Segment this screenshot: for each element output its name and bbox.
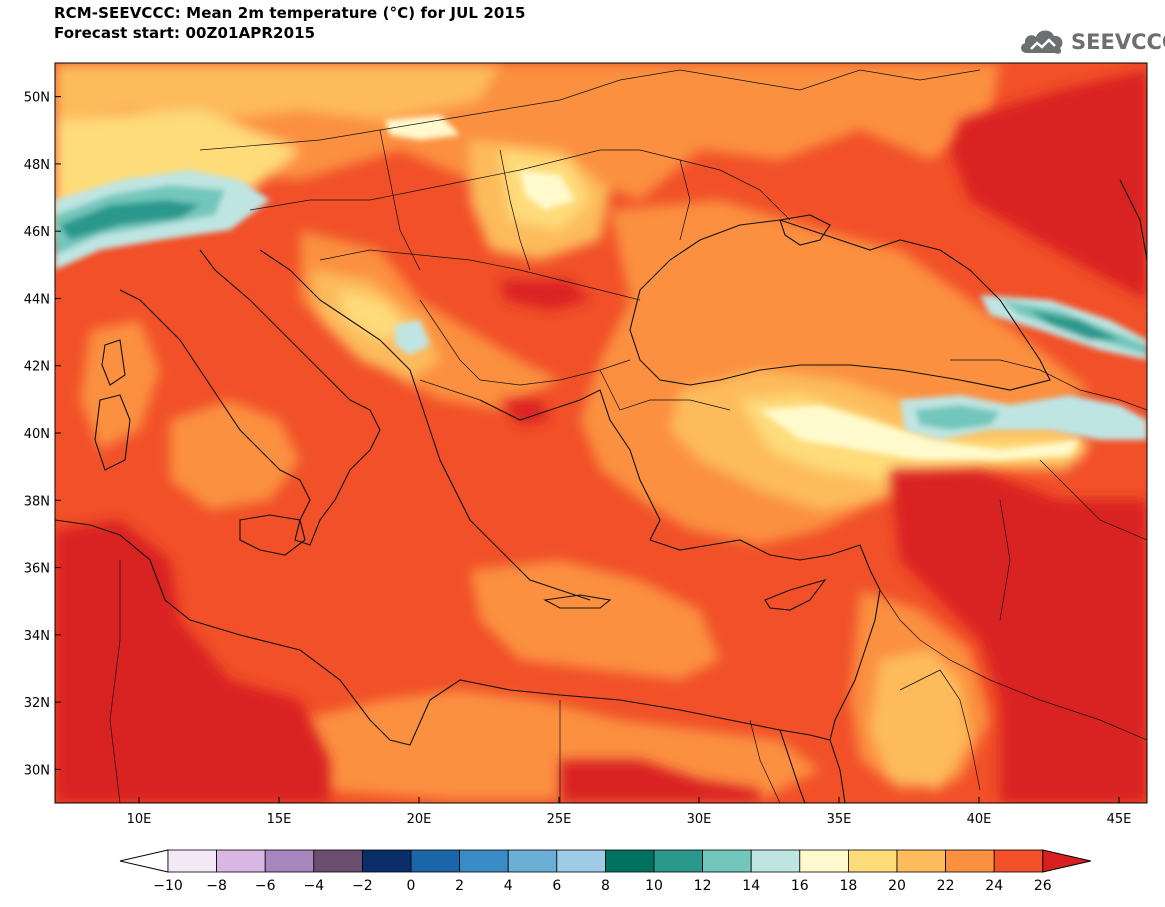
lat-tick-label: 48N (24, 158, 50, 173)
logo-text: SEEVCCC (1071, 30, 1165, 54)
colorbar-label: −4 (303, 878, 324, 894)
colorbar-label: 14 (742, 878, 760, 894)
colorbar-label: −10 (153, 878, 183, 894)
chart-title: RCM-SEEVCCC: Mean 2m temperature (°C) fo… (54, 4, 526, 22)
colorbar-label: 6 (552, 878, 561, 894)
colorbar-label: 10 (645, 878, 663, 894)
colorbar-bin (507, 849, 558, 873)
colorbar-bin (264, 849, 315, 873)
colorbar-bin (459, 849, 509, 873)
colorbar-bin (167, 849, 217, 873)
colorbar-label: 0 (407, 878, 416, 894)
colorbar-bin (750, 849, 801, 873)
lat-tick-label: 32N (24, 696, 50, 711)
axis-ticks: 10E 15E 20E 25E 30E 35E 40E 45E 50N 48N 46N 44N 42N 4… (24, 91, 1132, 827)
seevccc-logo: SEEVCCC (1017, 20, 1165, 60)
colorbar-label: −2 (352, 878, 373, 894)
country-borders (109, 69, 1147, 803)
lon-tick-label: 45E (1107, 812, 1132, 827)
coastlines (55, 179, 1147, 803)
lat-tick-label: 44N (24, 292, 50, 307)
colorbar-bin (945, 849, 995, 873)
colorbar-bin (605, 849, 655, 873)
lon-tick-label: 40E (967, 812, 992, 827)
temperature-field (55, 63, 1147, 803)
lon-tick-label: 20E (407, 812, 432, 827)
lon-tick-label: 25E (547, 812, 572, 827)
colorbar-under-arrow (119, 849, 169, 873)
colorbar-label: −8 (206, 878, 227, 894)
lat-tick-label: 50N (24, 91, 50, 106)
forecast-start-subtitle: Forecast start: 00Z01APR2015 (54, 24, 316, 42)
colorbar-label: 24 (985, 878, 1003, 894)
colorbar-bin (556, 849, 606, 873)
colorbar-over-arrow (1042, 849, 1091, 873)
lon-tick-label: 30E (687, 812, 712, 827)
lat-tick-label: 40N (24, 427, 50, 442)
colorbar-label: 8 (601, 878, 610, 894)
colorbar: −10 −8 −6 −4 −2 0 2 4 6 8 10 12 14 16 18 20 22 24 26 (119, 849, 1091, 894)
colorbar-bin (410, 849, 460, 873)
colorbar-label: 18 (839, 878, 857, 894)
colorbar-bin (361, 849, 412, 873)
colorbar-label: 4 (504, 878, 513, 894)
colorbar-bin (993, 849, 1044, 873)
colorbar-bin (896, 849, 946, 873)
colorbar-label: 16 (791, 878, 809, 894)
colorbar-bin (216, 849, 266, 873)
colorbar-label: 12 (694, 878, 712, 894)
lat-tick-label: 42N (24, 360, 50, 375)
colorbar-bin (313, 849, 363, 873)
cloud-icon (1021, 30, 1063, 54)
lat-tick-label: 38N (24, 494, 50, 509)
colorbar-label: −6 (255, 878, 276, 894)
lat-tick-label: 46N (24, 225, 50, 240)
colorbar-label: 2 (455, 878, 464, 894)
lat-tick-label: 36N (24, 562, 50, 577)
colorbar-bin (799, 849, 849, 873)
colorbar-bin (653, 849, 703, 873)
colorbar-label: 26 (1034, 878, 1052, 894)
lat-tick-label: 34N (24, 629, 50, 644)
colorbar-label: 20 (888, 878, 906, 894)
lat-tick-label: 30N (24, 763, 50, 778)
lon-tick-label: 15E (267, 812, 292, 827)
colorbar-label: 22 (937, 878, 955, 894)
lon-tick-label: 35E (827, 812, 852, 827)
colorbar-bin (702, 849, 752, 873)
lon-tick-label: 10E (127, 812, 152, 827)
colorbar-bin (848, 849, 898, 873)
